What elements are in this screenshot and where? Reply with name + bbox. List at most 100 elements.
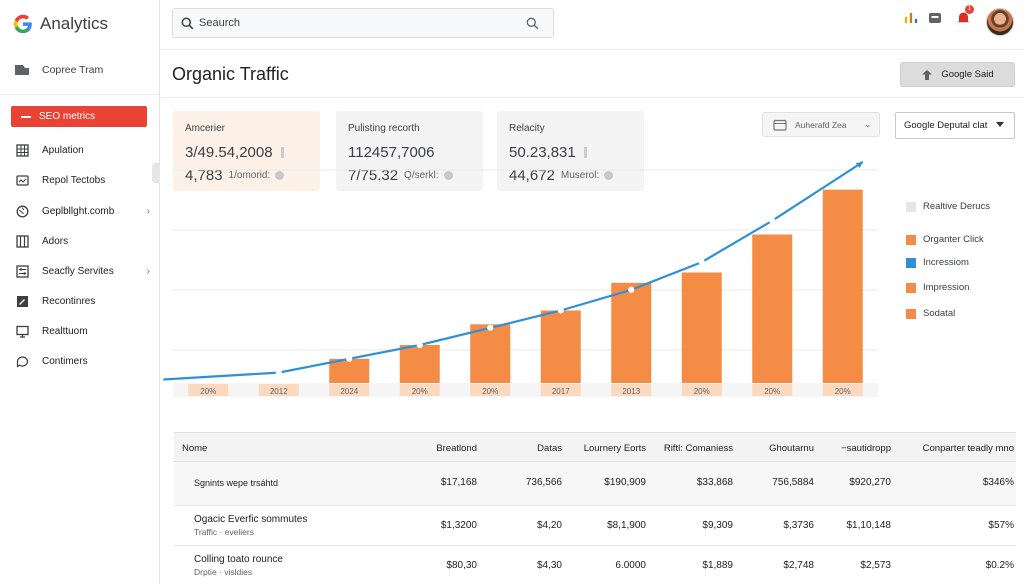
series-line <box>163 161 864 381</box>
column-header[interactable]: Ghoutarnu <box>769 443 814 454</box>
calendar-icon <box>773 119 787 131</box>
bar <box>822 189 863 383</box>
title-divider <box>160 97 1024 98</box>
tick-label-bg <box>611 384 652 396</box>
report-icon <box>16 174 29 186</box>
tick-label-bg <box>258 384 299 396</box>
data-point <box>769 217 776 224</box>
page-title: Organic Traffic <box>172 64 289 84</box>
column-header[interactable]: Riftl: Comaniess <box>663 443 733 454</box>
bar <box>752 234 793 383</box>
table-cell: $4,20 <box>536 520 562 531</box>
sidebar-item-contimers[interactable]: Contimers <box>16 352 152 370</box>
table-cell: $80,30 <box>446 560 477 571</box>
legend-swatch-icon <box>906 201 916 212</box>
table-cell: $1,889 <box>702 560 733 571</box>
column-header[interactable]: Lournery Eorts <box>583 443 646 454</box>
sidebar-item-apulation[interactable]: Apulation <box>16 141 152 159</box>
sidebar-item-realttuom[interactable]: Realttuom <box>16 322 152 340</box>
data-point <box>275 369 282 376</box>
row-subtitle: Drptie · visldies <box>194 567 253 577</box>
column-header[interactable]: Breatlond <box>436 443 477 454</box>
sidebar-item-repol-tectobs[interactable]: Repol Tectobs <box>16 171 152 189</box>
search-submit-icon[interactable] <box>526 17 539 30</box>
kpi-card-relacity[interactable]: Relacity 50.23,831 44,672 Muserol: <box>497 111 644 191</box>
kpi-card-pulisting[interactable]: Pulisting recorth 112457,7006 7/75.32 Q/s… <box>336 111 483 191</box>
column-header[interactable]: Datas <box>537 443 562 454</box>
legend-item-organter-click[interactable]: Organter Click <box>906 234 984 245</box>
sidebar-collapse-handle[interactable] <box>152 163 160 183</box>
google-said-button[interactable]: Google Said <box>900 62 1015 87</box>
tick-label-bg <box>752 384 793 396</box>
tick-label-bg <box>681 384 722 396</box>
sidebar-item-recontinres[interactable]: Recontinres <box>16 292 152 310</box>
sidebar-item-label: Repol Tectobs <box>42 174 106 186</box>
sidebar: Analytics Copree Tram SEO metrics Apulat… <box>0 0 160 584</box>
table-row[interactable]: Sgnints wepe trsáhtd $17,168 736,566 $19… <box>174 462 1016 506</box>
sidebar-item-seo-metrics[interactable]: SEO metrics <box>11 106 147 127</box>
tick-label: 20% <box>200 387 216 396</box>
column-header[interactable]: −sautidropp <box>841 443 891 454</box>
sidebar-item-seacfly-servites[interactable]: Seacfly Servites › <box>16 262 152 280</box>
table-cell: $8,1,900 <box>607 520 646 531</box>
kpi-value: 112457,7006 <box>348 144 435 161</box>
search-bar[interactable]: Seaurch <box>172 8 554 38</box>
kpi-sub-value: 44,672 <box>509 167 555 184</box>
legend-item-impression[interactable]: Impression <box>906 282 969 293</box>
search-input[interactable]: Seaurch <box>199 17 240 29</box>
data-point <box>557 307 564 314</box>
kpi-sub-label: 1/omorid: <box>228 170 271 181</box>
app-title: Analytics <box>40 14 109 33</box>
legend-swatch-icon <box>906 308 916 319</box>
sidebar-item-label: Contimers <box>42 355 88 367</box>
brand[interactable]: Analytics <box>12 12 108 36</box>
table-row[interactable]: Ogacic Everfic sommutes Traffic · evelie… <box>174 506 1016 546</box>
status-dot-icon <box>443 171 453 180</box>
sidebar-item-adors[interactable]: Adors <box>16 232 152 250</box>
organic-traffic-chart: 20% 2012 2024 20% 20% 2017 2013 20% 20% 20% <box>163 161 878 397</box>
table-cell: $0.2% <box>985 560 1014 571</box>
kpi-card-amcerier[interactable]: Amcerier 3/49.54,2008 4,783 1/omorid: <box>173 111 320 191</box>
table-cell: $2,573 <box>860 560 891 571</box>
table-cell: 736,566 <box>525 477 562 488</box>
google-logo-icon <box>13 14 32 34</box>
property-select[interactable]: Google Deputal clat <box>895 112 1015 139</box>
legend-label: Incressiom <box>923 257 969 268</box>
sidebar-account[interactable]: Copree Tram <box>14 63 103 77</box>
tick-label: 2013 <box>622 387 640 396</box>
analytics-logo-icon[interactable] <box>904 11 918 25</box>
legend-swatch-icon <box>906 257 916 268</box>
tick-label: 2012 <box>270 387 288 396</box>
kpi-sub-label: Q/serkl: <box>404 170 439 181</box>
settings-icon <box>16 264 29 278</box>
sidebar-item-label: Recontinres <box>42 295 96 307</box>
kpi-sub-value: 7/75.32 <box>348 167 399 184</box>
table-row[interactable]: Colling toato rounce Drptie · visldies $… <box>174 546 1016 584</box>
apps-icon[interactable] <box>928 11 942 25</box>
filter-label: Auherafd Zea <box>795 119 847 130</box>
kpi-sub-value: 4,783 <box>185 167 223 184</box>
kpi-value: 3/49.54,2008 <box>185 144 273 161</box>
avatar[interactable] <box>986 8 1014 36</box>
row-name: Colling toato rounce <box>194 554 283 565</box>
header-divider <box>160 49 1024 50</box>
filter-button[interactable]: Auherafd Zea ⌄ <box>762 112 880 137</box>
column-header-name[interactable]: Nome <box>182 443 208 454</box>
data-point <box>628 286 635 293</box>
table-cell: $346% <box>982 477 1014 488</box>
tick-label: 20% <box>694 387 710 396</box>
sidebar-item-geplbllght[interactable]: Geplbllght.comb › <box>16 202 152 220</box>
row-subtitle: Traffic · eveliers <box>194 527 254 537</box>
row-name: Sgnints wepe trsáhtd <box>194 478 279 488</box>
tick-label: 20% <box>412 387 428 396</box>
notifications-button[interactable]: 1 <box>956 5 974 26</box>
legend-label: Realtive Derucs <box>923 201 991 212</box>
kpi-value: 50.23,831 <box>509 144 576 161</box>
kpi-sub-label: Muserol: <box>560 170 600 181</box>
legend-item-sodatal[interactable]: Sodatal <box>906 308 955 319</box>
tick-label-bg <box>399 384 440 396</box>
legend-item-realtive-derucs[interactable]: Realtive Derucs <box>906 201 990 212</box>
legend-item-incressiom[interactable]: Incressiom <box>906 257 969 268</box>
tick-label-bg <box>470 384 511 396</box>
column-header[interactable]: Conparter teadly mno <box>922 443 1014 454</box>
